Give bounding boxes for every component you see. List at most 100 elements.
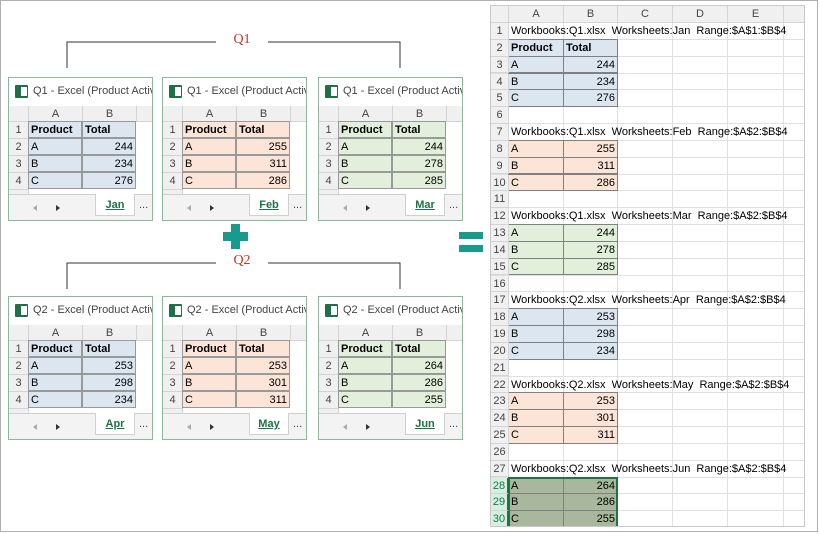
table-header-cell: Total <box>82 340 136 357</box>
product-cell: C <box>338 391 392 408</box>
column-header: A <box>339 106 393 122</box>
window-title: Q2 - Excel (Product Activa <box>187 304 307 316</box>
row-header: 28 <box>491 477 509 495</box>
product-cell: B <box>182 374 236 391</box>
product-cell: C <box>508 257 564 276</box>
excel-icon-page <box>21 306 27 315</box>
sheet-tab: Jun <box>405 413 445 435</box>
column-header: B <box>83 106 137 122</box>
corner <box>163 325 183 341</box>
corner <box>9 325 29 341</box>
value-cell: 253 <box>82 357 136 374</box>
value-cell: 253 <box>563 392 618 411</box>
scroll-left <box>33 205 37 211</box>
row-header: 20 <box>491 342 509 360</box>
table-header-cell: Total <box>236 121 290 138</box>
scroll-left <box>343 205 347 211</box>
table-header-cell: Total <box>563 38 618 57</box>
row-header: 30 <box>491 511 509 526</box>
value-cell: 298 <box>563 325 618 343</box>
row-header: 18 <box>491 309 509 326</box>
grid-line <box>491 72 804 74</box>
row-header: 4 <box>163 392 183 409</box>
column-header <box>137 106 152 122</box>
sheet-tab: May <box>249 413 289 435</box>
column-header: B <box>393 106 447 122</box>
grid-line <box>491 510 804 512</box>
info-text: Workbooks:Q1.xlsx Worksheets:Jan Range:$… <box>511 25 787 37</box>
product-cell: C <box>508 173 564 192</box>
product-cell: B <box>508 409 564 427</box>
value-cell: 311 <box>563 426 618 444</box>
excel-window: Q2 - Excel (Product Activa A B 1 2 3 4 Product T… <box>8 296 153 440</box>
window-title: Q2 - Excel (Product Activa <box>33 304 153 316</box>
grid-line <box>491 358 804 360</box>
grid-line <box>491 341 804 343</box>
grid-line <box>491 442 804 444</box>
value-cell: 276 <box>82 172 136 189</box>
value-cell: 253 <box>563 308 618 326</box>
grid-line <box>491 426 804 427</box>
sheet-tab-bar: Jan... <box>9 194 152 220</box>
value-cell: 278 <box>563 240 618 259</box>
grid-line <box>491 224 804 225</box>
product-cell: B <box>338 155 392 172</box>
row-header: 1 <box>163 341 183 358</box>
grid-line <box>491 139 804 141</box>
sheet-tab: Apr <box>95 413 135 435</box>
value-cell: 244 <box>82 138 136 155</box>
scroll-left <box>33 424 37 430</box>
value-cell: 255 <box>392 391 446 408</box>
row-header: 2 <box>319 139 339 156</box>
row-header: 16 <box>491 275 509 293</box>
row-header: 4 <box>491 73 509 91</box>
value-cell: 301 <box>563 409 618 427</box>
product-cell: B <box>508 72 564 91</box>
row-header: 1 <box>319 122 339 139</box>
group-label: Q1 <box>216 32 268 48</box>
column-header: B <box>237 106 291 122</box>
grid-line <box>491 257 804 259</box>
column-header <box>291 325 306 341</box>
product-cell: C <box>508 426 564 444</box>
row-header: 2 <box>9 358 29 375</box>
column-header <box>291 106 306 122</box>
info-text: Workbooks:Q2.xlsx Worksheets:May Range:$… <box>511 378 790 391</box>
grid-line <box>672 6 673 526</box>
plus-sign <box>223 224 248 249</box>
value-cell: 285 <box>392 172 446 189</box>
grid-line <box>491 459 804 461</box>
excel-icon-page <box>175 87 181 96</box>
row-header: 15 <box>491 258 509 276</box>
grid-line <box>491 375 804 377</box>
row-header: 11 <box>491 191 509 209</box>
column-header: D <box>673 6 728 23</box>
product-cell: A <box>508 308 564 326</box>
scroll-right <box>56 424 60 430</box>
result-sheet: A B C D E Workbooks:Q1.xlsx Worksheets:Jan Ra… <box>490 5 805 527</box>
grid-line <box>491 274 804 276</box>
excel-icon-page <box>21 87 27 96</box>
group-label: Q2 <box>216 253 268 269</box>
value-cell: 234 <box>82 391 136 408</box>
table-header-cell: Total <box>236 340 290 357</box>
more-tabs: ... <box>139 418 149 430</box>
row-header: 19 <box>491 326 509 343</box>
row-header: 4 <box>9 173 29 190</box>
value-cell: 311 <box>236 155 290 172</box>
value-cell: 286 <box>392 374 446 391</box>
row-header: 3 <box>319 156 339 173</box>
column-header <box>447 106 462 122</box>
product-cell: B <box>508 156 564 175</box>
row-header: 4 <box>319 392 339 409</box>
corner <box>319 325 339 341</box>
row-header: 7 <box>491 124 509 141</box>
corner <box>319 106 339 122</box>
table-header-cell: Total <box>82 121 136 138</box>
product-cell: A <box>508 55 564 74</box>
column-header: A <box>29 106 83 122</box>
window-title: Q1 - Excel (Product Activa <box>33 85 153 97</box>
row-header: 23 <box>491 393 509 411</box>
info-text: Workbooks:Q1.xlsx Worksheets:Feb Range:$… <box>511 126 788 138</box>
